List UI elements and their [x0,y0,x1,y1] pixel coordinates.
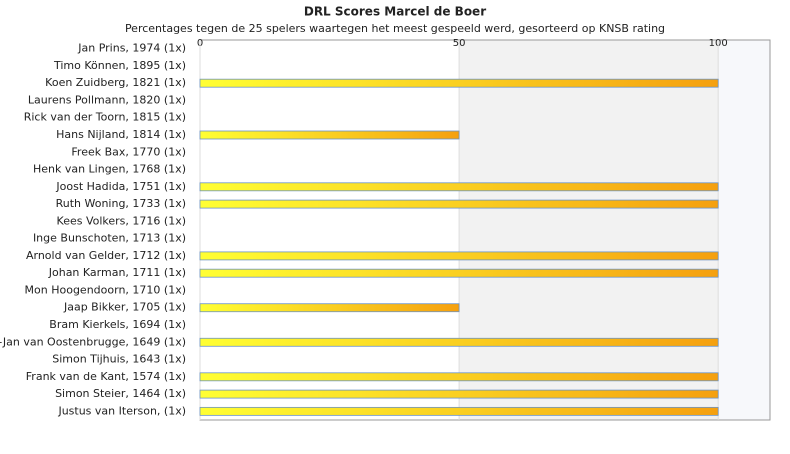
y-tick-label: Justus van Iterson, (1x) [57,404,186,417]
bar [199,303,460,313]
y-tick-label: Frank van de Kant, 1574 (1x) [26,370,186,383]
band [459,40,718,420]
y-tick-label: Johan Karman, 1711 (1x) [48,266,186,279]
y-tick-label: Hans Nijland, 1814 (1x) [56,128,186,141]
bar [199,268,719,278]
y-tick-label: Henk van Lingen, 1768 (1x) [33,163,186,176]
y-tick-label: Jaap Bikker, 1705 (1x) [63,301,186,314]
bar [199,130,460,140]
y-tick-label: Laurens Pollmann, 1820 (1x) [28,93,186,106]
y-tick-label: t-Jan van Oostenbrugge, 1649 (1x) [0,335,186,348]
bar [199,251,719,261]
y-tick-label: Mon Hoogendoorn, 1710 (1x) [25,283,186,296]
y-tick-label: Inge Bunschoten, 1713 (1x) [33,232,186,245]
bar [199,337,719,347]
y-tick-label: Arnold van Gelder, 1712 (1x) [26,249,186,262]
y-tick-label: Jan Prins, 1974 (1x) [77,42,186,55]
bar [199,182,719,192]
y-tick-label: Ruth Woning, 1733 (1x) [56,197,186,210]
chart-title: DRL Scores Marcel de Boer [304,5,486,19]
bar [199,78,719,88]
bar [199,389,719,399]
y-tick-label: Kees Volkers, 1716 (1x) [57,214,186,227]
bar [199,372,719,382]
band [718,40,770,420]
y-tick-label: Freek Bax, 1770 (1x) [71,145,186,158]
chart-subtitle: Percentages tegen de 25 spelers waartege… [125,22,665,35]
bar [199,199,719,209]
y-tick-label: Timo Können, 1895 (1x) [53,59,186,72]
y-tick-label: Simon Tijhuis, 1643 (1x) [52,353,186,366]
bar [199,406,719,416]
y-tick-label: Bram Kierkels, 1694 (1x) [49,318,186,331]
y-tick-label: Koen Zuidberg, 1821 (1x) [45,76,186,89]
y-tick-label: Simon Steier, 1464 (1x) [55,387,186,400]
y-tick-label: Joost Hadida, 1751 (1x) [55,180,186,193]
y-tick-label: Rick van der Toorn, 1815 (1x) [24,111,186,124]
